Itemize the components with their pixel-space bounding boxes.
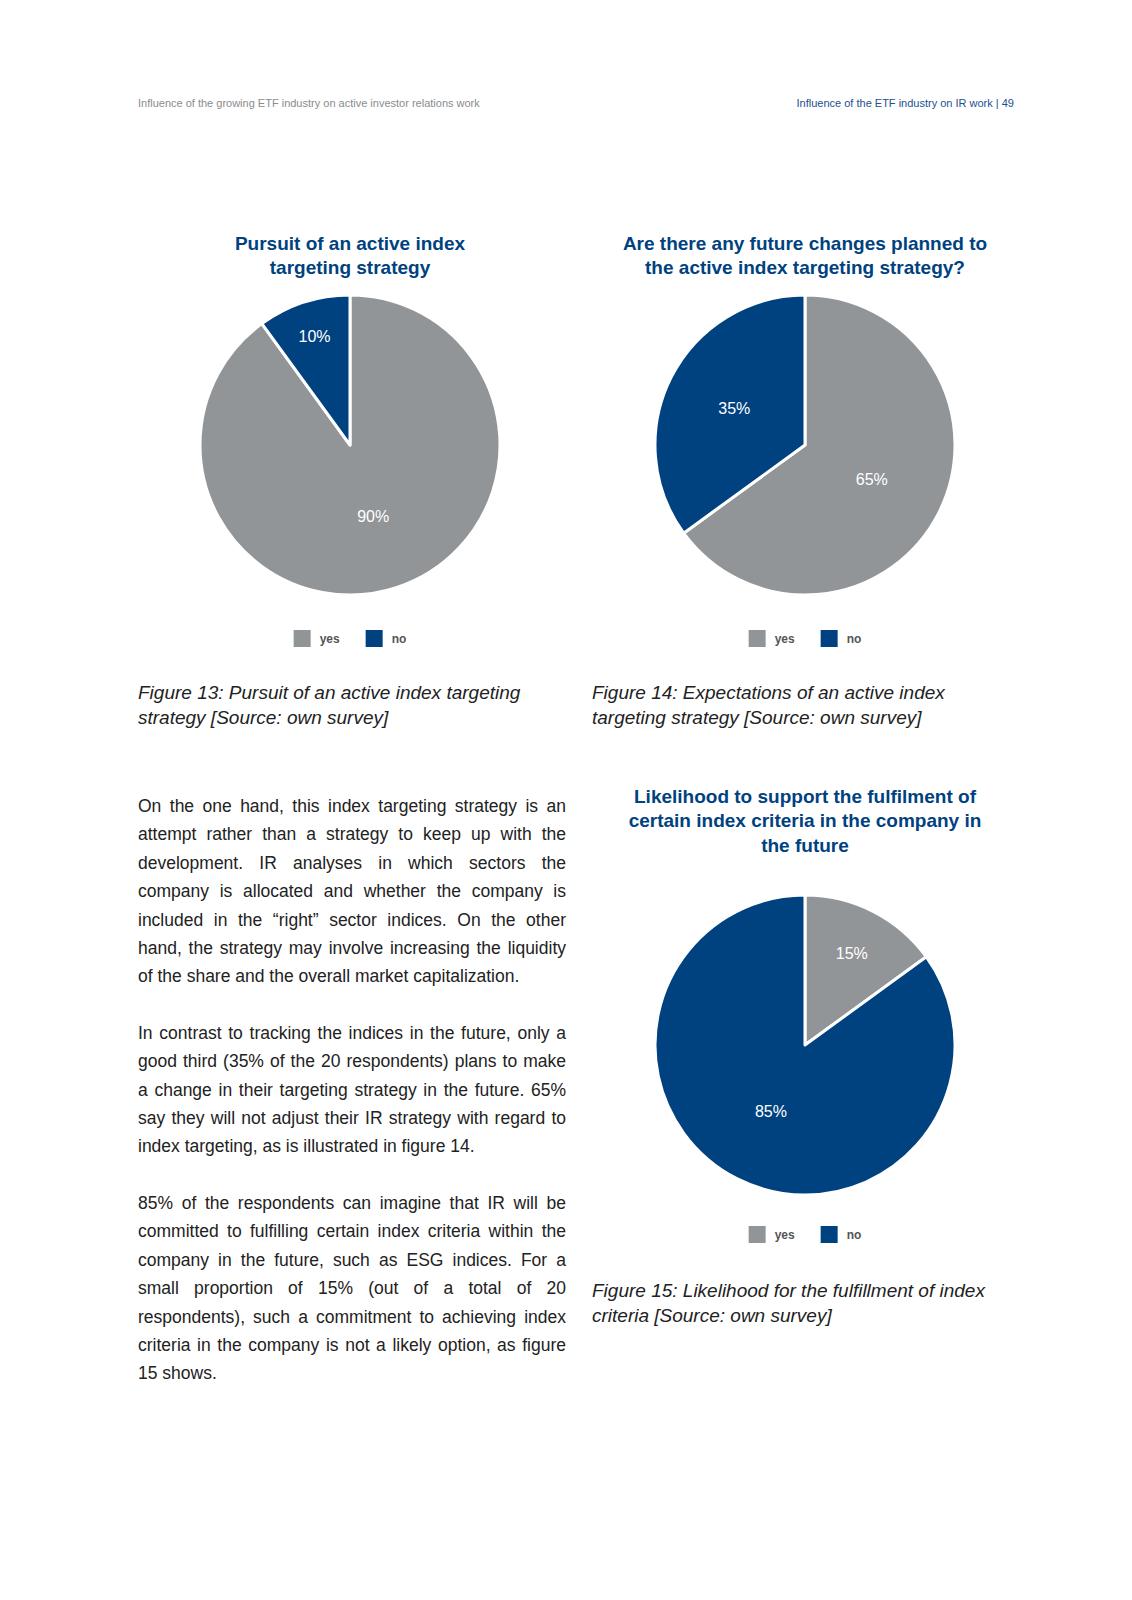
html-text:no: no: [846, 631, 862, 646]
svg-text:90%: 90%: [357, 508, 389, 525]
html-text:no: no: [391, 631, 407, 646]
html-text:no: no: [846, 1227, 862, 1242]
html-text:Figure 13: Pursuit of an activ: Figure 13: Pursuit of an active index ta…: [138, 682, 521, 728]
html-text:In contrast to tracking the in: In contrast to tracking the indices in t…: [138, 1022, 566, 1157]
svg-text:15%: 15%: [836, 945, 868, 962]
svg-text:Pursuit of an active indextarg: Pursuit of an active indextargeting stra…: [235, 233, 466, 279]
html-text:yes: yes: [774, 631, 795, 646]
html-text:Figure 14: Expectations of an: Figure 14: Expectations of an active ind…: [592, 682, 945, 728]
html-text:On the one hand, this index ta: On the one hand, this index targeting st…: [138, 796, 566, 987]
svg-text:85%: 85%: [755, 1103, 787, 1120]
svg-text:65%: 65%: [856, 471, 888, 488]
html-text:Influence of the growing ETF i: Influence of the growing ETF industry on…: [138, 97, 480, 109]
html-text:yes: yes: [774, 1227, 795, 1242]
html-text:Figure 15: Likelihood for the: Figure 15: Likelihood for the fulfillmen…: [592, 1280, 985, 1326]
svg-text:10%: 10%: [299, 328, 331, 345]
svg-text:35%: 35%: [718, 400, 750, 417]
html-text:85% of the respondents can ima: 85% of the respondents can imagine that …: [138, 1192, 566, 1384]
svg-text:Likelihood to support the fulf: Likelihood to support the fulfilment ofc…: [629, 786, 982, 856]
html-text:yes: yes: [319, 631, 340, 646]
html-text:Influence of the ETF industry: Influence of the ETF industry on IR work…: [796, 97, 1014, 109]
svg-text:Are there any future changes p: Are there any future changes planned tot…: [623, 233, 987, 279]
